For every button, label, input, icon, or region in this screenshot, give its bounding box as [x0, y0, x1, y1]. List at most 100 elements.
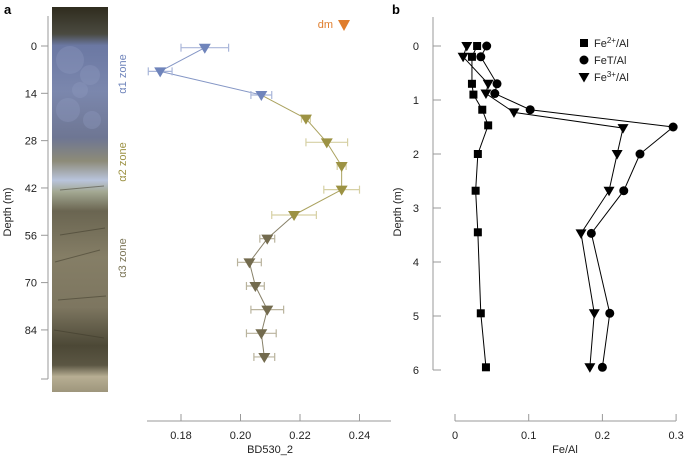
panel-b-y-tick-label: 3	[413, 203, 419, 215]
data-point-square	[471, 186, 480, 195]
data-point-triangle	[588, 309, 600, 319]
data-point-triangle	[575, 229, 587, 239]
photo-streak	[53, 329, 105, 339]
data-point-triangle	[261, 305, 274, 316]
panel-a-x-axis-title: BD530_2	[247, 444, 293, 456]
dm-legend-label: dm	[318, 19, 333, 31]
zone-label-alpha3: α3 zone	[117, 238, 129, 277]
data-point-triangle	[261, 234, 274, 245]
photo-blob	[72, 82, 88, 98]
data-point-triangle	[288, 211, 301, 221]
panel-a-plot	[147, 43, 361, 363]
data-point-triangle	[258, 352, 271, 363]
panel-b-y-tick-label: 2	[413, 149, 419, 161]
legend-marker-square-icon	[580, 39, 588, 47]
legend-label: FeT/Al	[594, 55, 626, 67]
data-point-triangle	[482, 79, 494, 90]
data-point-square	[473, 42, 482, 50]
dm-legend-marker-icon	[338, 20, 350, 31]
data-point-triangle	[255, 329, 268, 340]
panel-a-connector-line	[293, 189, 342, 216]
data-point-square	[481, 363, 490, 372]
photo-blob	[56, 46, 84, 74]
data-point-triangle	[611, 150, 623, 160]
data-point-triangle	[154, 67, 167, 78]
panel-b-x-tick-label: 0	[452, 430, 458, 442]
data-point-triangle	[461, 42, 473, 52]
data-point-triangle	[320, 138, 333, 149]
data-point-triangle	[508, 108, 520, 118]
photo-streak	[57, 295, 107, 301]
data-point-square	[473, 150, 482, 158]
core-photo-texture	[53, 46, 107, 339]
photo-blob	[83, 111, 101, 129]
data-point-triangle	[457, 52, 469, 63]
data-point-circle	[619, 186, 629, 196]
data-point-triangle	[335, 185, 348, 196]
panel-a-y-tick-label: 70	[25, 278, 37, 290]
panel-b-plot	[457, 41, 678, 373]
panel-b-x-tick-label: 0.2	[595, 430, 610, 442]
panel-a-y-tick-label: 56	[25, 230, 37, 242]
zone-label-alpha2: α2 zone	[117, 142, 129, 181]
photo-streak	[54, 249, 101, 263]
data-point-square	[473, 228, 482, 237]
data-point-circle	[668, 122, 678, 132]
legend-marker-circle-icon	[579, 55, 589, 65]
panel-b-y-tick-label: 4	[413, 257, 419, 269]
panel-a-x-tick-label: 0.20	[230, 430, 251, 442]
panel-b-y-tick-label: 5	[413, 311, 419, 323]
data-point-circle	[525, 105, 535, 115]
legend-label: Fe2+/Al	[594, 36, 629, 50]
panel-a-y-tick-label: 42	[25, 183, 37, 195]
photo-streak	[59, 185, 105, 191]
data-point-square	[478, 105, 487, 114]
panel-b-y-tick-label: 6	[413, 365, 419, 377]
panel-b-legend: Fe2+/Al FeT/Al Fe3+/Al	[578, 36, 629, 84]
data-point-triangle	[249, 281, 262, 292]
photo-streak	[59, 227, 106, 236]
data-point-circle	[635, 149, 645, 159]
photo-blob	[80, 65, 100, 85]
data-point-circle	[476, 52, 486, 62]
panel-a-connector-line	[160, 70, 262, 96]
panel-a-y-axis: 0 14 28 42 56 70 84	[25, 16, 49, 380]
data-point-circle	[586, 228, 596, 238]
data-point-circle	[492, 79, 502, 89]
panel-a-connector-line	[159, 47, 206, 72]
panel-b-y-axis: 0 1 2 3 4 5 6	[413, 17, 441, 377]
data-point-triangle	[255, 91, 268, 102]
panel-a-y-tick-label: 0	[31, 41, 37, 53]
panel-a-x-tick-label: 0.18	[170, 430, 191, 442]
data-point-square	[467, 79, 476, 88]
panel-b-x-tick-label: 0.3	[668, 430, 683, 442]
panel-a-y-tick-label: 14	[25, 88, 37, 100]
panel-label-a: a	[4, 2, 12, 17]
panel-a-y-tick-label: 28	[25, 136, 37, 148]
panel-a-x-tick-label: 0.22	[289, 430, 310, 442]
panel-a-connector-line	[261, 94, 307, 120]
data-point-triangle	[243, 258, 256, 269]
legend-marker-triangle-down-icon	[578, 73, 590, 83]
panel-b-x-tick-label: 0.1	[521, 430, 536, 442]
photo-blob	[56, 98, 80, 122]
data-point-triangle	[198, 43, 211, 54]
panel-a-x-tick-label: 0.24	[349, 430, 370, 442]
data-point-square	[467, 52, 476, 61]
data-point-circle	[482, 41, 492, 51]
panel-label-b: b	[392, 2, 400, 17]
panel-b-y-tick-label: 1	[413, 95, 419, 107]
zone-label-alpha1: α1 zone	[117, 54, 129, 93]
data-point-triangle	[617, 124, 629, 134]
data-point-square	[484, 121, 493, 130]
panel-a-y-axis-title: Depth (m)	[2, 188, 14, 237]
data-point-triangle	[480, 89, 492, 100]
data-point-triangle	[603, 186, 615, 197]
legend-label: Fe3+/Al	[594, 70, 629, 84]
panel-b-x-axis-title: Fe/Al	[552, 444, 578, 456]
data-point-square	[469, 90, 478, 99]
series-line-circle	[480, 45, 675, 368]
panel-b-y-tick-label: 0	[413, 41, 419, 53]
core-photo	[52, 7, 108, 392]
data-point-circle	[597, 362, 607, 372]
